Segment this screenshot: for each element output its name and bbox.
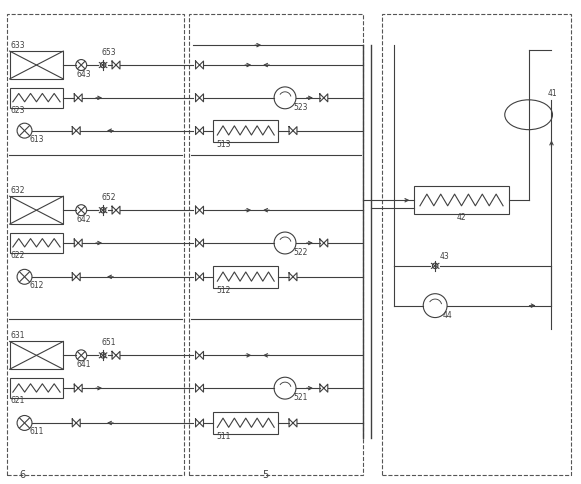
Text: 42: 42 <box>457 213 467 222</box>
Bar <box>6 15 184 475</box>
Text: 633: 633 <box>10 41 25 50</box>
Text: 41: 41 <box>547 89 557 98</box>
Text: 653: 653 <box>101 48 116 57</box>
Text: 613: 613 <box>30 135 44 144</box>
Bar <box>189 15 363 475</box>
Text: 623: 623 <box>10 106 25 115</box>
Bar <box>10 197 63 224</box>
Text: 632: 632 <box>10 186 25 195</box>
Text: 622: 622 <box>10 251 25 260</box>
Bar <box>10 233 63 253</box>
Text: 44: 44 <box>443 311 453 319</box>
Bar <box>10 341 63 369</box>
Text: 642: 642 <box>76 215 91 224</box>
Text: 523: 523 <box>293 103 307 112</box>
Text: 521: 521 <box>293 393 307 402</box>
Text: 651: 651 <box>101 338 116 348</box>
Text: 512: 512 <box>217 286 231 295</box>
Bar <box>414 186 509 214</box>
Text: 621: 621 <box>10 396 25 405</box>
Text: 511: 511 <box>217 432 231 441</box>
Bar <box>213 120 278 142</box>
Bar <box>10 378 63 398</box>
Text: 641: 641 <box>76 360 91 369</box>
Text: 43: 43 <box>439 252 449 261</box>
Bar <box>213 266 278 287</box>
Text: 652: 652 <box>101 193 116 202</box>
Text: 611: 611 <box>30 427 44 436</box>
Text: 513: 513 <box>217 139 231 149</box>
Text: 522: 522 <box>293 248 307 257</box>
Text: 6: 6 <box>20 469 26 480</box>
Bar <box>213 412 278 434</box>
Text: 5: 5 <box>262 469 268 480</box>
Bar <box>10 88 63 108</box>
Text: 631: 631 <box>10 332 25 340</box>
Bar <box>382 15 571 475</box>
Text: 612: 612 <box>30 281 44 290</box>
Text: 643: 643 <box>76 70 91 79</box>
Bar <box>10 51 63 79</box>
